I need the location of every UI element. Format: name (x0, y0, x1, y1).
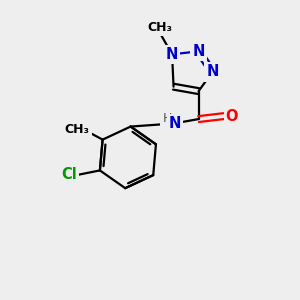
Text: Cl: Cl (62, 167, 77, 182)
Text: CH₃: CH₃ (148, 21, 173, 34)
Text: O: O (226, 109, 238, 124)
Text: N: N (169, 116, 181, 131)
Text: N: N (166, 47, 178, 62)
Text: N: N (206, 64, 219, 80)
Text: H: H (162, 112, 172, 125)
Text: CH₃: CH₃ (64, 123, 89, 136)
Text: N: N (192, 44, 205, 59)
